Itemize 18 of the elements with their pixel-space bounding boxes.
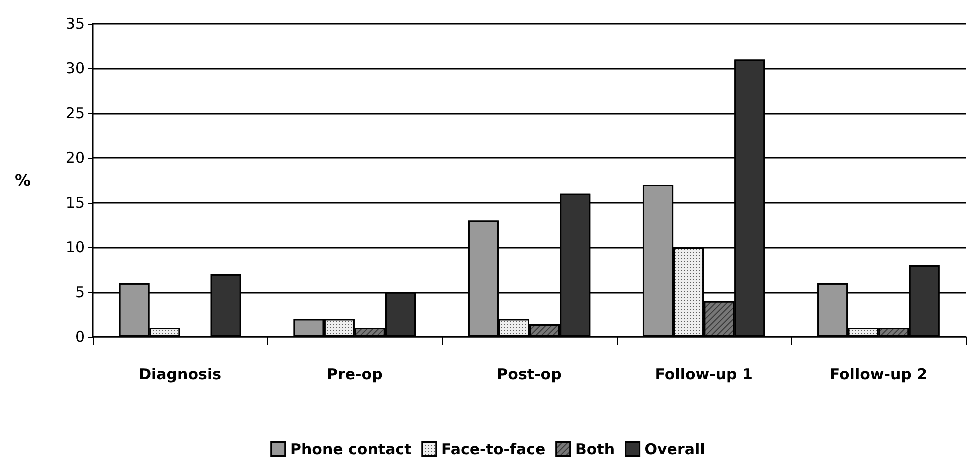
x-tick-label: Post-op [497,366,562,384]
legend-label: Face-to-face [441,440,546,458]
legend-label: Phone contact [290,440,412,458]
y-tick-label: 15 [66,194,85,212]
x-tick-label: Diagnosis [139,366,222,384]
y-tick-label: 35 [66,15,85,33]
x-tick-label: Follow-up 2 [830,366,928,384]
x-tick-label: Pre-op [326,366,384,384]
legend-label: Overall [644,440,706,458]
y-tick-label: 5 [75,283,85,302]
x-tick-label: Follow-up 1 [655,366,753,384]
y-tick-label: 0 [75,328,85,346]
y-tick-label: 30 [66,60,85,78]
y-tick-label: 25 [66,104,85,122]
y-tick-label: 20 [66,149,85,168]
y-axis-title: % [14,171,31,190]
y-tick-label: 10 [66,238,85,257]
legend-label: Both [575,440,616,458]
